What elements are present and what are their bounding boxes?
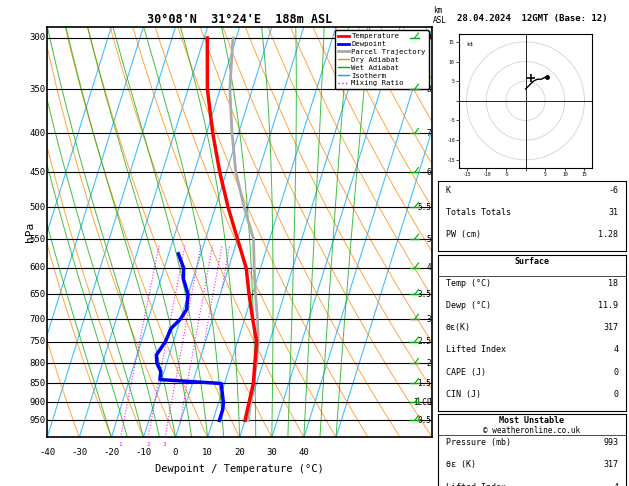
Text: 11.9: 11.9 bbox=[598, 301, 618, 310]
Text: 18: 18 bbox=[608, 279, 618, 288]
Text: Surface: Surface bbox=[515, 257, 549, 266]
Text: CIN (J): CIN (J) bbox=[445, 390, 481, 399]
Text: 750: 750 bbox=[30, 337, 45, 347]
Text: -6: -6 bbox=[608, 186, 618, 195]
Text: 600: 600 bbox=[30, 263, 45, 273]
Text: 1: 1 bbox=[426, 398, 431, 407]
Legend: Temperature, Dewpoint, Parcel Trajectory, Dry Adiabat, Wet Adiabat, Isotherm, Mi: Temperature, Dewpoint, Parcel Trajectory… bbox=[335, 30, 428, 89]
Text: -20: -20 bbox=[103, 448, 120, 457]
Text: 3: 3 bbox=[163, 442, 167, 447]
Text: 850: 850 bbox=[30, 379, 45, 388]
Text: 8: 8 bbox=[426, 85, 431, 94]
Text: 500: 500 bbox=[30, 203, 45, 212]
Text: Lifted Index: Lifted Index bbox=[445, 483, 506, 486]
Text: Pressure (mb): Pressure (mb) bbox=[445, 438, 511, 447]
Text: 31: 31 bbox=[608, 208, 618, 217]
Text: km
ASL: km ASL bbox=[433, 6, 447, 25]
Text: 317: 317 bbox=[603, 323, 618, 332]
Text: 10: 10 bbox=[203, 448, 213, 457]
Text: 30: 30 bbox=[267, 448, 277, 457]
Text: 2.5: 2.5 bbox=[418, 337, 431, 347]
Text: 28.04.2024  12GMT (Base: 12): 28.04.2024 12GMT (Base: 12) bbox=[457, 14, 607, 23]
Text: Temp (°C): Temp (°C) bbox=[445, 279, 491, 288]
Text: Totals Totals: Totals Totals bbox=[445, 208, 511, 217]
Text: PW (cm): PW (cm) bbox=[445, 230, 481, 240]
Text: θε (K): θε (K) bbox=[445, 460, 476, 469]
Text: 3: 3 bbox=[426, 314, 431, 324]
Text: 6: 6 bbox=[426, 168, 431, 177]
Text: θε(K): θε(K) bbox=[445, 323, 470, 332]
Text: CAPE (J): CAPE (J) bbox=[445, 367, 486, 377]
Text: 9: 9 bbox=[426, 34, 431, 42]
Text: 0.5: 0.5 bbox=[418, 416, 431, 425]
Text: 900: 900 bbox=[30, 398, 45, 407]
Text: 1.28: 1.28 bbox=[598, 230, 618, 240]
Text: 3.5: 3.5 bbox=[418, 290, 431, 299]
Text: 4: 4 bbox=[613, 346, 618, 354]
Text: 5.5: 5.5 bbox=[418, 203, 431, 212]
Text: -30: -30 bbox=[71, 448, 87, 457]
Text: 650: 650 bbox=[30, 290, 45, 299]
Text: Mixing Ratio (g/kg): Mixing Ratio (g/kg) bbox=[449, 229, 458, 317]
Text: 0: 0 bbox=[613, 367, 618, 377]
Text: 2: 2 bbox=[426, 359, 431, 368]
Text: K: K bbox=[445, 186, 450, 195]
Text: 700: 700 bbox=[30, 314, 45, 324]
Text: 800: 800 bbox=[30, 359, 45, 368]
Text: 20: 20 bbox=[235, 448, 245, 457]
Text: 4: 4 bbox=[613, 483, 618, 486]
Title: 30°08'N  31°24'E  188m ASL: 30°08'N 31°24'E 188m ASL bbox=[147, 13, 332, 26]
Text: 550: 550 bbox=[30, 235, 45, 243]
Text: 993: 993 bbox=[603, 438, 618, 447]
Text: 0: 0 bbox=[173, 448, 178, 457]
Text: 7: 7 bbox=[426, 129, 431, 138]
Text: 40: 40 bbox=[299, 448, 309, 457]
Text: 1LCL: 1LCL bbox=[413, 398, 431, 407]
Text: Dewpoint / Temperature (°C): Dewpoint / Temperature (°C) bbox=[155, 464, 324, 474]
Text: 350: 350 bbox=[30, 85, 45, 94]
Text: 950: 950 bbox=[30, 416, 45, 425]
Text: 1.5: 1.5 bbox=[418, 379, 431, 388]
Text: 2: 2 bbox=[146, 442, 150, 447]
Text: 4: 4 bbox=[426, 263, 431, 273]
Text: 1: 1 bbox=[119, 442, 123, 447]
Text: Dewp (°C): Dewp (°C) bbox=[445, 301, 491, 310]
Text: -40: -40 bbox=[39, 448, 55, 457]
Text: © weatheronline.co.uk: © weatheronline.co.uk bbox=[483, 426, 581, 435]
Text: hPa: hPa bbox=[25, 222, 35, 242]
Text: 0: 0 bbox=[613, 390, 618, 399]
Text: 317: 317 bbox=[603, 460, 618, 469]
Text: Lifted Index: Lifted Index bbox=[445, 346, 506, 354]
Text: 400: 400 bbox=[30, 129, 45, 138]
Text: 300: 300 bbox=[30, 34, 45, 42]
Text: 450: 450 bbox=[30, 168, 45, 177]
Text: kt: kt bbox=[467, 42, 474, 47]
Text: 5: 5 bbox=[426, 235, 431, 243]
Text: Most Unstable: Most Unstable bbox=[499, 416, 564, 425]
Text: -10: -10 bbox=[135, 448, 152, 457]
